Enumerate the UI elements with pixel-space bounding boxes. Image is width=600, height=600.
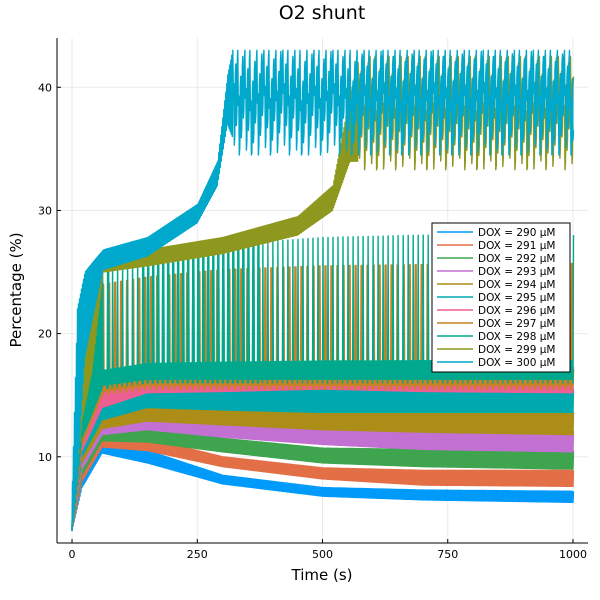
y-axis-ticks: 10 20 30 40	[38, 81, 61, 464]
chart-title: O2 shunt	[279, 2, 366, 24]
legend-label-4: DOX = 294 μM	[478, 279, 555, 291]
x-axis-ticks: 0 250 500 750 1000	[69, 539, 587, 561]
series-line-0	[71, 441, 575, 531]
x-tick-label-4: 1000	[559, 548, 587, 561]
x-tick-label-1: 250	[187, 548, 208, 561]
x-axis-label: Time (s)	[291, 566, 353, 584]
x-tick-label-3: 750	[437, 548, 458, 561]
legend-label-10: DOX = 300 μM	[478, 357, 555, 369]
y-tick-label-0: 10	[38, 451, 52, 464]
legend-label-1: DOX = 291 μM	[478, 240, 555, 252]
legend-label-3: DOX = 293 μM	[478, 266, 555, 278]
x-tick-label-0: 0	[69, 548, 76, 561]
legend-label-8: DOX = 298 μM	[478, 331, 555, 343]
y-tick-label-3: 40	[38, 81, 52, 94]
legend-label-5: DOX = 295 μM	[478, 292, 555, 304]
legend-label-2: DOX = 292 μM	[478, 253, 555, 265]
plot-area	[71, 49, 575, 531]
legend-label-7: DOX = 297 μM	[478, 318, 555, 330]
legend-label-6: DOX = 296 μM	[478, 305, 555, 317]
series-line-8	[71, 234, 575, 531]
series-line-10	[71, 49, 575, 531]
legend-label-0: DOX = 290 μM	[478, 227, 555, 239]
y-tick-label-1: 20	[38, 328, 52, 341]
x-tick-label-2: 500	[312, 548, 333, 561]
y-tick-label-2: 30	[38, 204, 52, 217]
legend-label-9: DOX = 299 μM	[478, 344, 555, 356]
y-axis-label: Percentage (%)	[7, 232, 25, 347]
